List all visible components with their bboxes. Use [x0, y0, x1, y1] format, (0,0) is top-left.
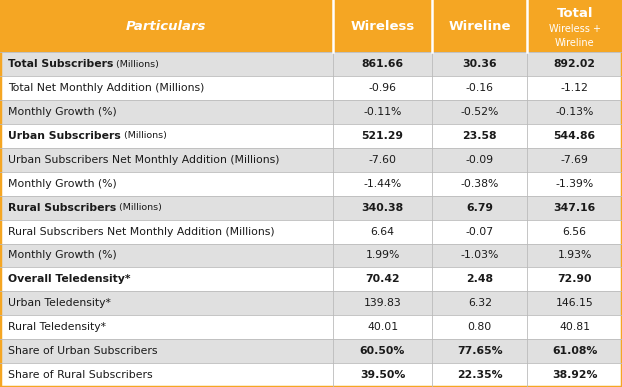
Text: Wireline: Wireline [448, 20, 511, 33]
Text: 77.65%: 77.65% [457, 346, 503, 356]
Text: -1.44%: -1.44% [363, 179, 402, 189]
Text: -0.09: -0.09 [466, 155, 494, 165]
Text: 22.35%: 22.35% [457, 370, 503, 380]
Text: 40.01: 40.01 [367, 322, 398, 332]
Text: 61.08%: 61.08% [552, 346, 597, 356]
Text: -1.12: -1.12 [561, 83, 588, 93]
Bar [0, 243, 622, 267]
Text: 544.86: 544.86 [554, 131, 596, 141]
Text: Monthly Growth (%): Monthly Growth (%) [8, 107, 117, 117]
Text: Share of Rural Subscribers: Share of Rural Subscribers [8, 370, 153, 380]
Text: Urban Subscribers Net Monthly Addition (Millions): Urban Subscribers Net Monthly Addition (… [8, 155, 279, 165]
Text: 146.15: 146.15 [556, 298, 593, 308]
Text: Wireline: Wireline [555, 38, 595, 48]
Text: Urban Subscribers: Urban Subscribers [8, 131, 121, 141]
Text: 39.50%: 39.50% [360, 370, 405, 380]
Bar [0, 267, 622, 291]
Bar [0, 76, 622, 100]
Text: Rural Teledensity*: Rural Teledensity* [8, 322, 106, 332]
Text: 23.58: 23.58 [463, 131, 497, 141]
Text: 1.99%: 1.99% [365, 250, 400, 260]
Bar [0, 172, 622, 196]
Text: 892.02: 892.02 [554, 59, 596, 69]
Text: -0.96: -0.96 [368, 83, 397, 93]
Text: Particulars: Particulars [126, 20, 207, 33]
Text: -0.52%: -0.52% [461, 107, 499, 117]
Bar [0, 52, 622, 76]
Text: Total Subscribers: Total Subscribers [8, 59, 113, 69]
Bar [0, 363, 622, 387]
Text: -0.11%: -0.11% [363, 107, 402, 117]
Text: 139.83: 139.83 [364, 298, 401, 308]
Text: 38.92%: 38.92% [552, 370, 598, 380]
Text: -0.16: -0.16 [466, 83, 494, 93]
Text: Monthly Growth (%): Monthly Growth (%) [8, 250, 117, 260]
Text: Overall Teledensity*: Overall Teledensity* [8, 274, 131, 284]
Text: -1.39%: -1.39% [555, 179, 594, 189]
Text: Rural Subscribers: Rural Subscribers [8, 203, 116, 213]
Text: Wireless +: Wireless + [549, 24, 601, 34]
Text: (Millions): (Millions) [113, 60, 159, 69]
Text: Urban Teledensity*: Urban Teledensity* [8, 298, 111, 308]
Text: 60.50%: 60.50% [360, 346, 405, 356]
Text: 2.48: 2.48 [466, 274, 493, 284]
Text: Rural Subscribers Net Monthly Addition (Millions): Rural Subscribers Net Monthly Addition (… [8, 226, 275, 236]
Text: Total: Total [557, 7, 593, 20]
Text: 340.38: 340.38 [361, 203, 404, 213]
Text: -7.60: -7.60 [368, 155, 397, 165]
Text: -0.13%: -0.13% [555, 107, 594, 117]
Text: (Millions): (Millions) [116, 203, 162, 212]
Text: 6.64: 6.64 [371, 226, 394, 236]
Text: 6.79: 6.79 [466, 203, 493, 213]
Text: 347.16: 347.16 [554, 203, 596, 213]
Text: 521.29: 521.29 [361, 131, 404, 141]
Text: -0.07: -0.07 [466, 226, 494, 236]
Text: 1.93%: 1.93% [557, 250, 592, 260]
Bar [0, 339, 622, 363]
Bar [0, 148, 622, 172]
Text: Share of Urban Subscribers: Share of Urban Subscribers [8, 346, 157, 356]
Bar [0, 124, 622, 148]
Text: Wireless: Wireless [350, 20, 415, 33]
Text: 72.90: 72.90 [557, 274, 592, 284]
Text: Monthly Growth (%): Monthly Growth (%) [8, 179, 117, 189]
Text: 861.66: 861.66 [361, 59, 404, 69]
Text: -1.03%: -1.03% [461, 250, 499, 260]
Bar [0, 100, 622, 124]
Bar [0, 220, 622, 243]
Text: (Millions): (Millions) [121, 132, 167, 140]
Bar [0, 315, 622, 339]
Text: 30.36: 30.36 [463, 59, 497, 69]
Bar [0, 196, 622, 220]
Text: 0.80: 0.80 [468, 322, 492, 332]
Text: 6.32: 6.32 [468, 298, 492, 308]
Text: 6.56: 6.56 [563, 226, 587, 236]
Text: -7.69: -7.69 [561, 155, 588, 165]
Text: 70.42: 70.42 [365, 274, 400, 284]
Text: 40.81: 40.81 [559, 322, 590, 332]
Text: -0.38%: -0.38% [461, 179, 499, 189]
Bar [0, 0, 622, 52]
Text: Total Net Monthly Addition (Millions): Total Net Monthly Addition (Millions) [8, 83, 205, 93]
Bar [0, 291, 622, 315]
